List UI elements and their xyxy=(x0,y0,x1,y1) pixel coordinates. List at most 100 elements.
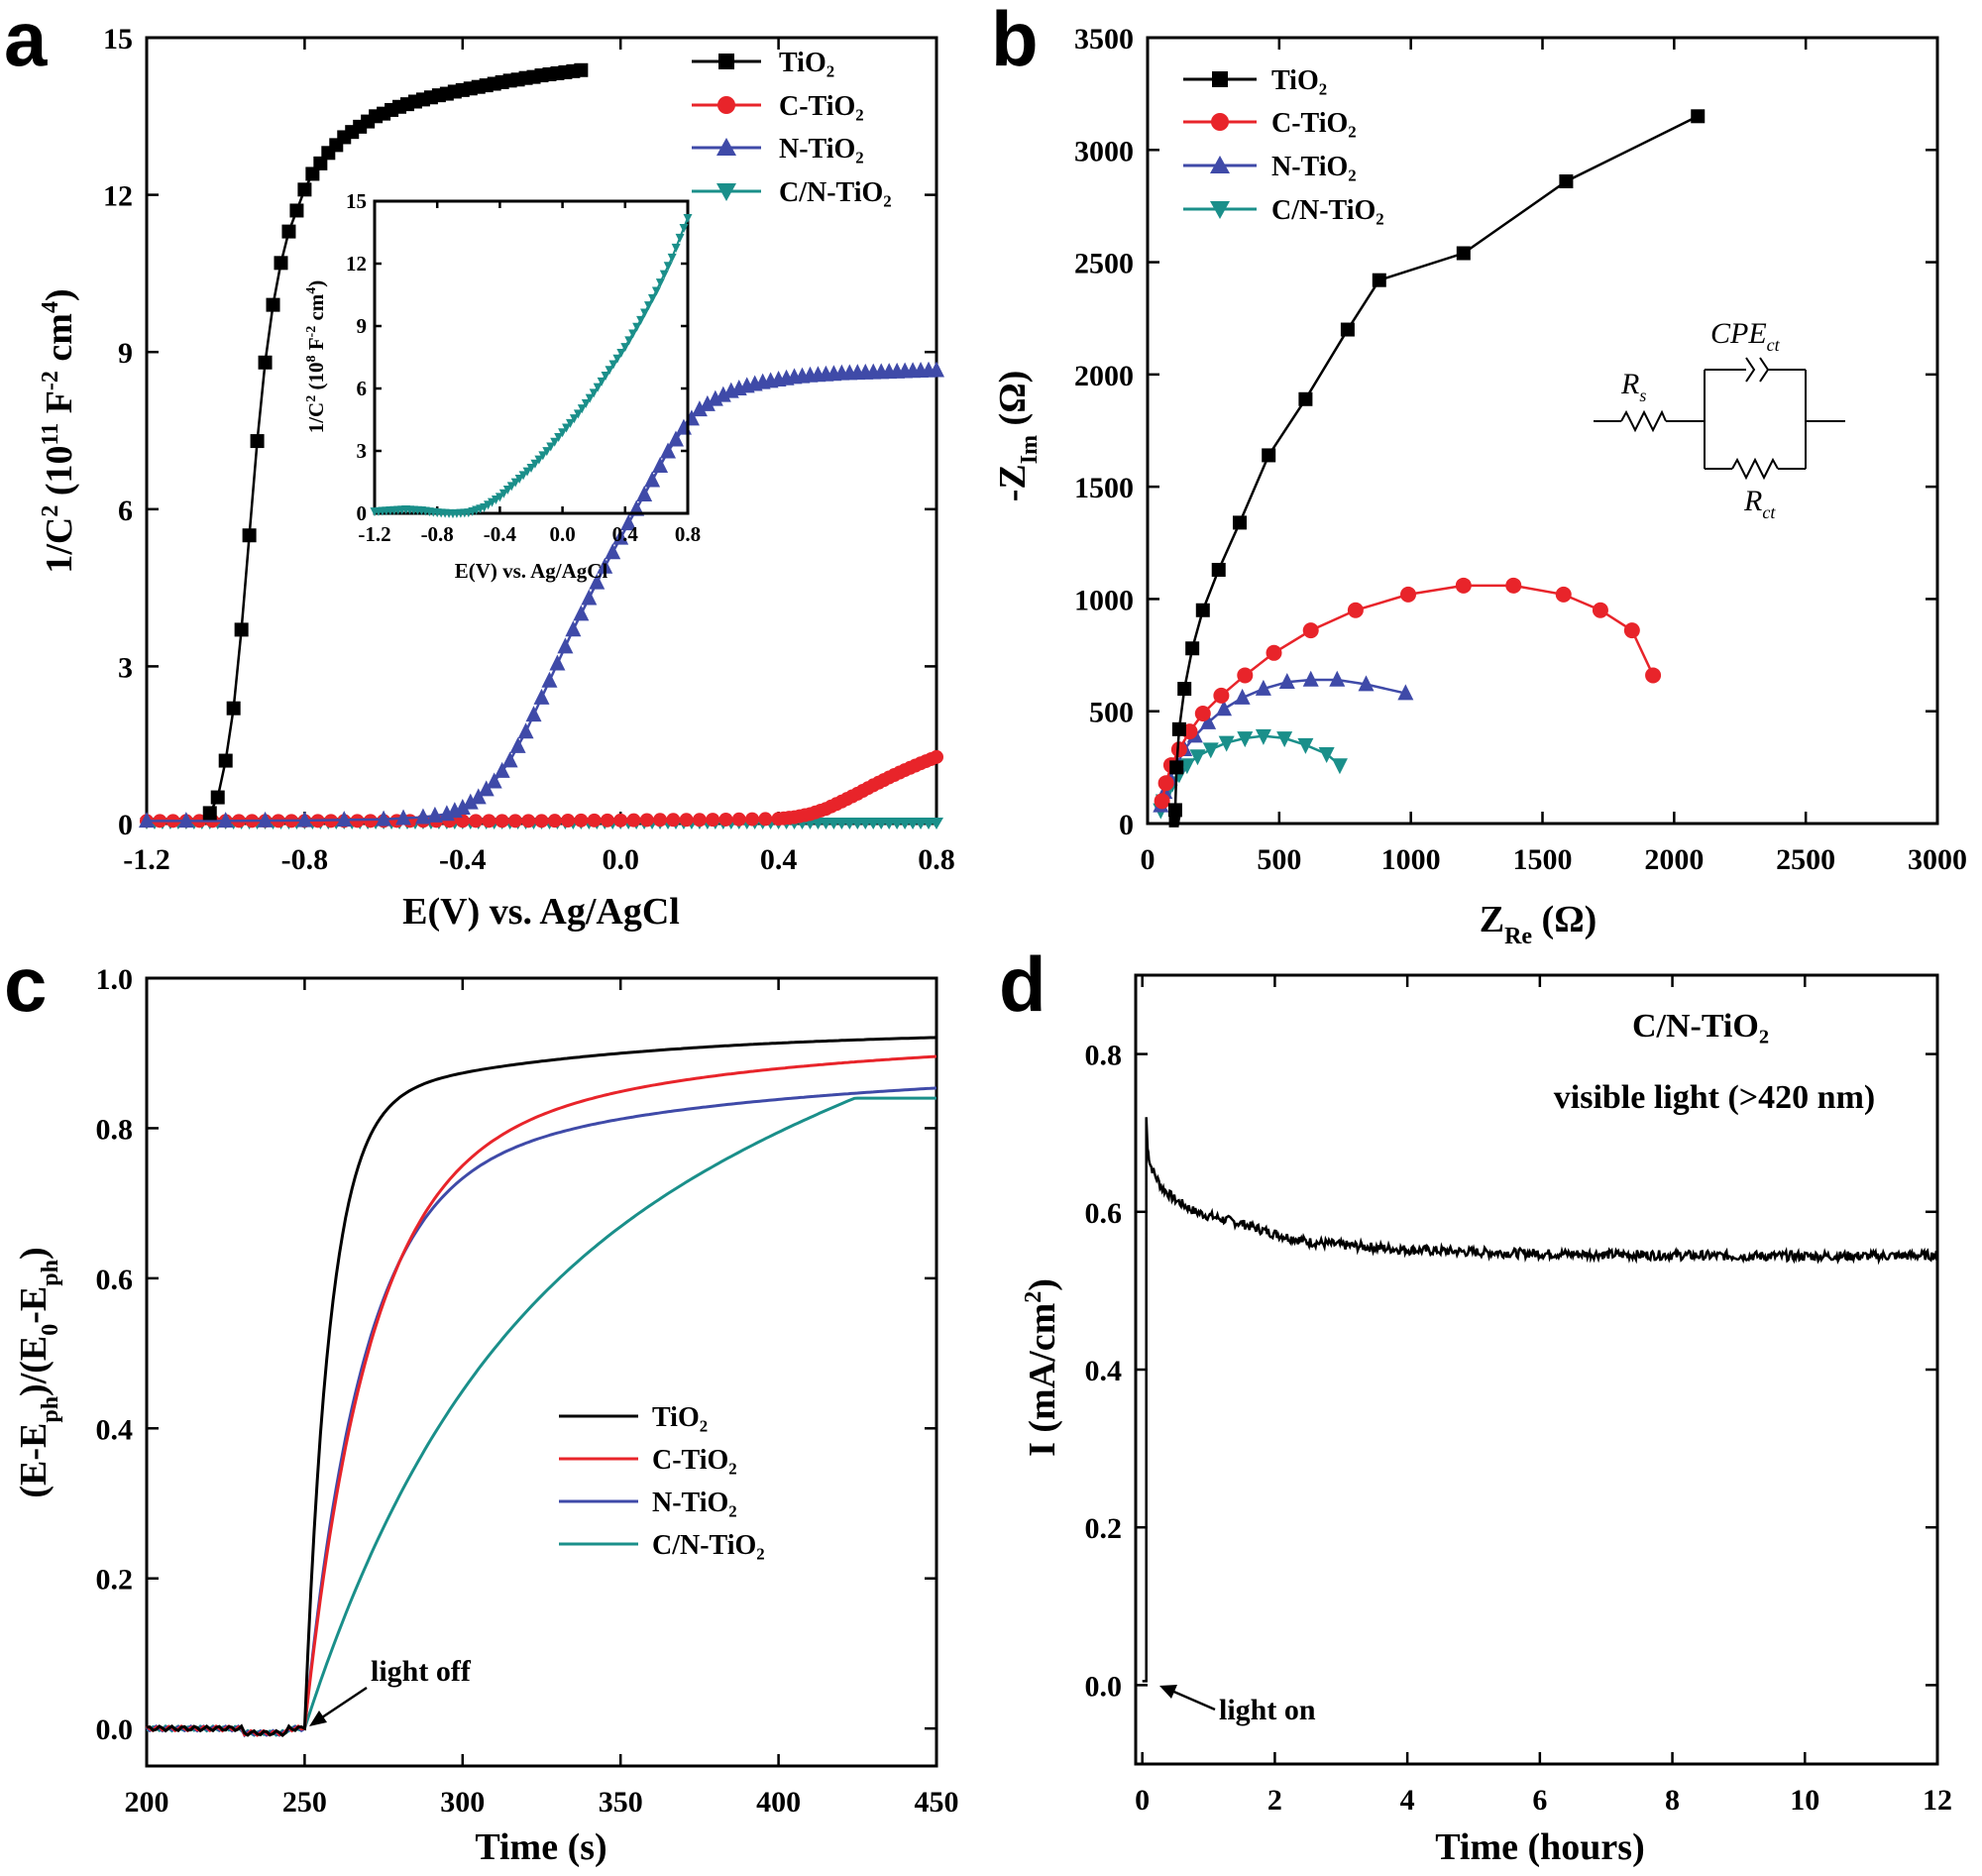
panel-a-series-ntio2-point xyxy=(929,361,944,378)
inset-series-point xyxy=(510,478,520,488)
panel-a-series-tio2-point xyxy=(289,203,304,218)
inset-xtick-label: -0.8 xyxy=(421,522,454,546)
panel-b-series-tio2-point xyxy=(1262,448,1276,463)
panel-a-series-ntio2-point xyxy=(597,557,613,574)
inset-ytick-label: 15 xyxy=(346,189,367,213)
panel-b-series-cntio2-point xyxy=(1202,742,1219,759)
panel-a-series-ntio2-point xyxy=(257,811,274,828)
panel-b-series-ctio2-point xyxy=(1170,741,1187,758)
circuit-cpe-plate-2 xyxy=(1759,357,1770,383)
panel-c-series-cntio2-line xyxy=(146,1096,936,1737)
panel-b-series-cntio2-point xyxy=(1255,728,1271,745)
legend-a-label-cntio2: C/N-TiO₂ xyxy=(779,177,892,208)
circuit-resistor-rct xyxy=(1731,457,1779,481)
panel-a-series-tio2-line xyxy=(208,68,582,814)
panel-a-series-ctio2-point xyxy=(587,813,602,828)
panel-d-ytick-label: 0.8 xyxy=(1085,1040,1123,1072)
inset-series-point xyxy=(530,459,540,469)
panel-d-ylabel: I (mA/cm2) xyxy=(1021,1278,1063,1457)
inset-series-point xyxy=(624,336,634,346)
panel-d-ytick-label: 0.2 xyxy=(1085,1512,1123,1545)
panel-a-series-ntio2-point xyxy=(517,722,534,739)
inset-xlabel: E(V) vs. Ag/AgCl xyxy=(455,559,608,583)
panel-a-series-ntio2-point xyxy=(177,812,194,828)
panel-a-series-tio2-point xyxy=(234,622,249,637)
panel-b-series-ctio2-point xyxy=(1645,667,1662,684)
panel-a-series-ctio2-point xyxy=(561,814,576,828)
panel-a-series-ntio2-point xyxy=(573,605,590,621)
inset-xtick-label: 0.8 xyxy=(675,522,701,546)
panel-a-series-ntio2-point xyxy=(296,811,313,828)
circuit-label-cpe: CPEct xyxy=(1710,317,1781,355)
inset-series-point xyxy=(651,286,661,296)
panel-c-annotation-arrow xyxy=(318,1686,368,1721)
panel-a-series-ntio2-point xyxy=(605,543,621,560)
panel-a-series-ntio2-point xyxy=(414,808,431,825)
legend-a-marker-cntio2 xyxy=(716,183,736,201)
panel-a-series-ctio2-point xyxy=(706,813,720,828)
inset-series-point xyxy=(522,467,532,477)
panel-a-series-ntio2-point xyxy=(376,810,392,827)
panel-b-xtick-label: 2000 xyxy=(1644,843,1704,876)
panel-b-ytick-label: 0 xyxy=(1119,809,1134,841)
panel-a-series-ctio2-point xyxy=(482,814,496,828)
panel-letter-a: a xyxy=(4,0,48,82)
panel-c-ytick-label: 0.2 xyxy=(96,1564,134,1597)
inset-ytick-label: 9 xyxy=(357,314,368,338)
circuit-cpe-plate-1 xyxy=(1745,357,1756,383)
panel-a-chart: -1.2 -0.8 -0.4 0.0 0.4 0.8 0 3 6 9 12 15 E(V) vs. A… xyxy=(38,23,955,933)
panel-a-series-ctio2-point xyxy=(495,814,509,828)
panel-c-ytick-label: 0.4 xyxy=(96,1413,134,1446)
panel-c-ytick-label: 1.0 xyxy=(96,963,134,996)
panel-a-series-ntio2-point xyxy=(620,514,637,531)
panel-c-legend: TiO₂ C-TiO₂ N-TiO₂ C/N-TiO₂ xyxy=(559,1402,765,1561)
legend-b-label-ctio2: C-TiO₂ xyxy=(1271,108,1357,139)
panel-a-xtick-label: -0.8 xyxy=(281,843,329,876)
panel-b-ytick-label: 2500 xyxy=(1074,248,1134,280)
inset-series-point xyxy=(675,233,685,243)
panel-a-series-tio2-point xyxy=(250,434,265,449)
panel-a-series-ctio2-point xyxy=(930,749,943,764)
inset-series-point xyxy=(562,423,572,433)
panel-d-xtick-label: 0 xyxy=(1135,1784,1150,1817)
panel-b-xtick-label: 3000 xyxy=(1908,843,1967,876)
panel-a-series-ctio2-point xyxy=(758,812,773,827)
panel-b-ytick-label: 1500 xyxy=(1074,472,1134,504)
panel-d-annotation-arrowhead xyxy=(1159,1685,1177,1699)
panel-d-xtick-label: 12 xyxy=(1923,1784,1952,1817)
panel-b-series-ntio2-point xyxy=(1234,688,1251,705)
panel-b-ytick-label: 500 xyxy=(1089,697,1134,729)
panel-a-series-ctio2-point xyxy=(639,813,654,828)
panel-a-series-ntio2-point xyxy=(660,442,677,459)
inset-series-point xyxy=(554,433,564,442)
panel-c-ylabel: (E-Eph)/(E0-Eph) xyxy=(13,1247,63,1497)
panel-b-series-ctio2-point xyxy=(1237,667,1254,684)
panel-b-series-ctio2-point xyxy=(1194,705,1211,721)
inset-ylabel: 1/C2 (108 F-2 cm4) xyxy=(304,280,328,434)
panel-a-series-ntio2-point xyxy=(667,430,684,447)
inset-series-point xyxy=(589,388,599,398)
panel-a-series-ntio2-point xyxy=(336,811,353,828)
panel-a-series-ntio2-point xyxy=(494,761,510,778)
panel-c-ticks: 200 250 300 350 400 450 0.0 0.2 0.4 0.6 0.8 1.0 xyxy=(96,963,959,1819)
panel-a-series-ntio2-point xyxy=(509,736,526,753)
panel-a-series-tio2-point xyxy=(305,166,320,181)
panel-b-legend: TiO₂ C-TiO₂ N-TiO₂ C/N-TiO₂ xyxy=(1183,65,1384,226)
panel-a-series-ntio2-point xyxy=(691,400,708,417)
panel-c-series-ctio2-line xyxy=(146,1054,937,1737)
panel-letter-b: b xyxy=(991,0,1039,82)
panel-c-ytick-label: 0.8 xyxy=(96,1113,134,1146)
panel-a-series-ctio2-point xyxy=(626,813,641,828)
legend-a-marker-ntio2 xyxy=(716,138,736,156)
inset-series-point xyxy=(526,463,536,473)
inset-series-point xyxy=(647,293,657,303)
legend-a-label-ctio2: C-TiO₂ xyxy=(779,91,864,122)
panel-a-series-ntio2-point xyxy=(699,394,716,411)
panel-a-xtick-label: 0.8 xyxy=(918,843,955,876)
panel-letter-d: d xyxy=(999,940,1046,1028)
panel-b-series-ntio2-point xyxy=(1216,700,1233,717)
panel-d-xtick-label: 10 xyxy=(1790,1784,1819,1817)
panel-b-series-tio2-point xyxy=(1169,760,1184,775)
panel-d-ytick-label: 0.4 xyxy=(1085,1355,1123,1387)
legend-c-label-cntio2: C/N-TiO₂ xyxy=(652,1530,765,1561)
